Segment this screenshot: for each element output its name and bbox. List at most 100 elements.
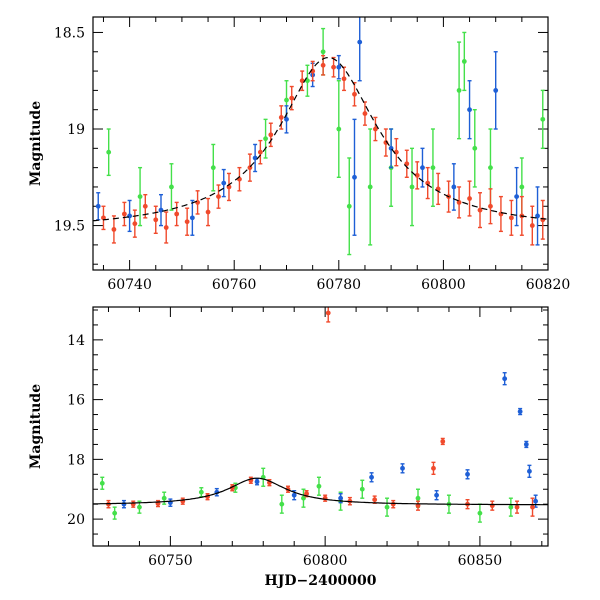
marker [477,510,483,516]
data-point-green [430,128,436,207]
marker [357,39,363,45]
data-point-green [367,128,373,246]
marker [189,215,195,221]
data-point-red [132,209,138,238]
marker [529,223,535,228]
marker [384,504,390,510]
marker [425,180,431,186]
data-point-blue [467,80,472,140]
data-point-red [414,161,420,190]
data-point-red [229,484,235,492]
data-point-blue [158,193,164,227]
marker [434,492,439,498]
marker [305,78,310,84]
marker [279,501,285,507]
y-tick-label: 19 [67,122,85,138]
marker [338,495,344,501]
marker [519,184,525,190]
marker [493,87,499,93]
data-point-green [198,487,204,498]
marker [184,219,190,225]
data-point-red [174,201,180,227]
x-tick-label: 60740 [107,277,152,293]
marker [304,491,309,497]
data-point-blue [493,51,499,130]
marker [111,227,117,232]
marker [430,165,436,171]
marker [252,155,258,161]
data-point-green [210,143,216,192]
x-tick-label: 60800 [303,553,348,569]
series-red [101,54,546,246]
data-point-green [540,89,546,150]
data-point-red [477,192,483,229]
data-point-red [488,188,493,225]
data-point-blue [527,464,532,478]
marker [257,149,263,155]
marker [467,196,472,201]
marker [205,209,211,215]
marker [137,504,142,510]
data-point-red [362,101,368,126]
data-point-red [341,66,347,92]
data-point-green [263,118,268,159]
data-point-blue [465,469,470,480]
data-point-blue [502,372,508,386]
marker [263,136,268,142]
data-point-red [216,184,221,209]
data-point-blue [252,143,258,173]
marker [137,194,143,200]
marker [174,211,180,217]
data-point-red [184,207,190,236]
y-tick-label: 18 [67,452,85,468]
model-curve [93,477,548,506]
data-point-red [529,205,535,246]
data-point-red [121,201,127,227]
data-point-blue [284,105,289,134]
marker [169,184,174,190]
marker [461,59,467,64]
x-tick-label: 60820 [526,277,571,293]
marker [373,126,378,132]
marker [527,468,532,474]
marker [400,465,405,471]
data-point-green [346,157,352,256]
marker [415,495,421,501]
top-ticks [93,17,549,270]
y-axis-title: Magnitude [28,384,44,469]
x-axis-title: HJD−2400000 [265,573,377,589]
data-point-red [237,166,242,192]
marker [268,132,274,138]
marker [291,492,297,498]
marker [415,503,421,509]
marker [540,116,546,122]
series-blue [95,17,540,246]
data-point-red [435,172,441,206]
marker [359,486,365,492]
series-red [106,307,535,517]
data-point-red [247,153,253,182]
marker [472,145,478,151]
data-point-blue [127,199,133,233]
data-point-blue [388,128,394,169]
marker [198,489,204,495]
marker [488,203,493,209]
marker [278,115,284,120]
data-point-red [352,81,357,107]
data-point-red [111,215,117,244]
marker [112,510,118,516]
marker [535,213,540,219]
marker [409,184,415,190]
marker [336,64,342,70]
data-point-green [336,80,342,178]
marker [514,504,520,510]
y-tick-label: 20 [67,512,85,528]
data-point-red [163,211,169,244]
x-tick-label: 60760 [212,277,257,293]
data-point-blue [357,17,363,82]
data-point-blue [254,478,260,486]
marker [352,174,357,180]
marker [132,221,138,227]
data-point-green [472,109,478,188]
marker [467,107,472,113]
